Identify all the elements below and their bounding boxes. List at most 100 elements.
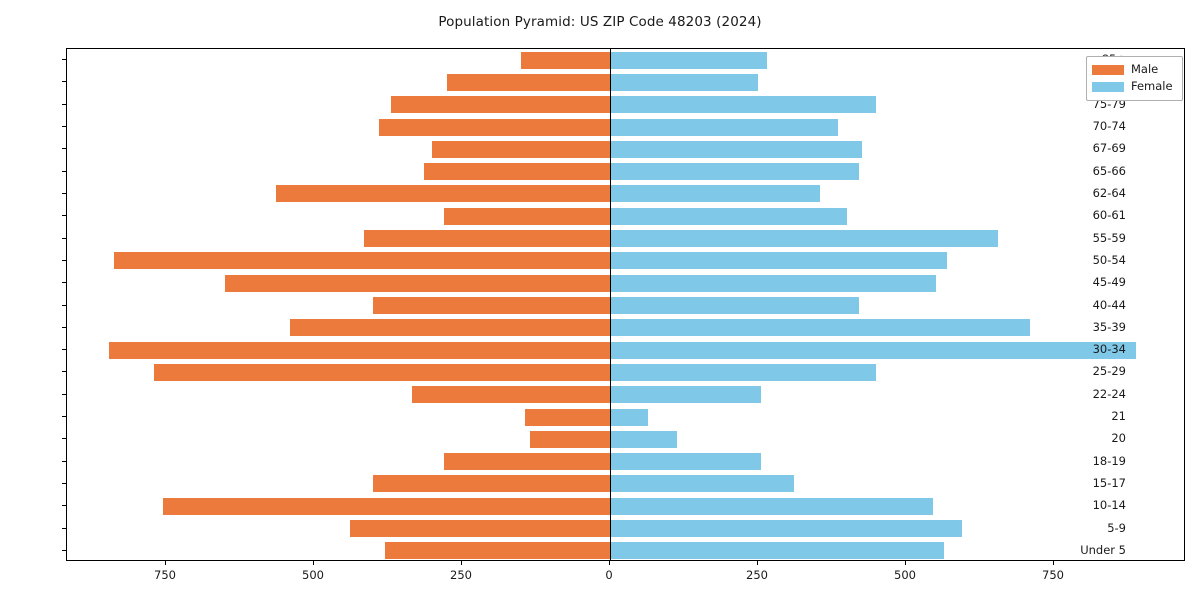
bar-female-5-9: [610, 520, 963, 538]
legend-label-male: Male: [1131, 61, 1159, 76]
bar-male-30-34: [109, 341, 610, 359]
y-axis-tick-label: 40-44: [1092, 297, 1126, 312]
bar-female-55-59: [610, 230, 998, 248]
y-axis-tick-mark: [62, 527, 66, 529]
bar-female-10-14: [610, 497, 933, 515]
y-axis-tick-label: 35-39: [1092, 319, 1126, 334]
y-axis-tick-label: 5-9: [1107, 520, 1126, 535]
bar-female-21: [610, 408, 648, 426]
bar-male-50-54: [113, 252, 610, 270]
x-axis-tick-label: 0: [605, 568, 613, 582]
bar-male-80-84: [447, 73, 610, 91]
y-axis-tick-label: 18-19: [1092, 453, 1126, 468]
y-axis-tick-label: 10-14: [1092, 498, 1126, 513]
zero-axis-line: [610, 49, 611, 560]
bar-male-70-74: [379, 118, 610, 136]
y-axis-tick-mark: [62, 505, 66, 507]
y-axis-tick-mark: [62, 237, 66, 239]
y-axis-tick-mark: [62, 192, 66, 194]
x-axis-tick-mark: [461, 561, 462, 565]
plot-area: [66, 48, 1185, 561]
bar-male-22-24: [411, 386, 610, 404]
bar-female-80-84: [610, 73, 758, 91]
bar-female-22-24: [610, 386, 761, 404]
y-axis-tick-label: 67-69: [1092, 141, 1126, 156]
x-axis-tick-mark: [165, 561, 166, 565]
y-axis-tick-mark: [62, 482, 66, 484]
bar-male-65-66: [423, 163, 610, 181]
bar-female-62-64: [610, 185, 821, 203]
x-axis-tick-label: 500: [302, 568, 324, 582]
bar-male-60-61: [444, 207, 610, 225]
bar-male-5-9: [349, 520, 610, 538]
x-axis-tick-mark: [609, 561, 610, 565]
bar-female-20: [610, 430, 677, 448]
y-axis-tick-mark: [62, 282, 66, 284]
bar-female-75-79: [610, 96, 877, 114]
bar-female-15-17: [610, 475, 794, 493]
bar-female-50-54: [610, 252, 948, 270]
bar-male-85-: [521, 51, 610, 69]
x-axis-tick-mark: [313, 561, 314, 565]
y-axis-tick-label: Under 5: [1080, 542, 1126, 557]
y-axis-tick-mark: [62, 103, 66, 105]
y-axis-tick-label: 50-54: [1092, 252, 1126, 267]
bar-female-under-5: [610, 542, 945, 560]
bar-female-45-49: [610, 274, 936, 292]
y-axis-tick-label: 30-34: [1092, 342, 1126, 357]
y-axis-tick-mark: [62, 371, 66, 373]
bar-female-35-39: [610, 319, 1031, 337]
bar-female-25-29: [610, 363, 877, 381]
bar-male-under-5: [385, 542, 610, 560]
y-axis-tick-label: 65-66: [1092, 163, 1126, 178]
bar-male-45-49: [225, 274, 610, 292]
bar-male-62-64: [275, 185, 610, 203]
bar-female-30-34: [610, 341, 1136, 359]
y-axis-tick-label: 70-74: [1092, 119, 1126, 134]
y-axis-tick-label: 21: [1111, 409, 1126, 424]
y-axis-tick-mark: [62, 549, 66, 551]
y-axis-tick-mark: [62, 438, 66, 440]
y-axis-tick-mark: [62, 416, 66, 418]
y-axis-tick-mark: [62, 126, 66, 128]
y-axis-tick-mark: [62, 304, 66, 306]
y-axis-tick-label: 25-29: [1092, 364, 1126, 379]
legend-item-male[interactable]: Male: [1092, 61, 1177, 78]
y-axis-tick-mark: [62, 148, 66, 150]
x-axis-tick-label: 250: [450, 568, 472, 582]
y-axis-tick-mark: [62, 460, 66, 462]
bar-male-21: [524, 408, 610, 426]
legend-swatch-female: [1092, 81, 1124, 92]
bar-male-35-39: [290, 319, 610, 337]
y-axis-tick-mark: [62, 215, 66, 217]
bar-male-20: [530, 430, 610, 448]
bar-male-55-59: [364, 230, 610, 248]
x-axis-tick-label: 750: [154, 568, 176, 582]
legend-swatch-male: [1092, 64, 1124, 75]
y-axis-tick-mark: [62, 59, 66, 61]
y-axis-tick-label: 55-59: [1092, 230, 1126, 245]
legend-item-female[interactable]: Female: [1092, 78, 1177, 95]
bar-male-75-79: [390, 96, 610, 114]
bar-female-67-69: [610, 140, 862, 158]
chart-title: Population Pyramid: US ZIP Code 48203 (2…: [438, 14, 762, 30]
x-axis-tick-label: 750: [1042, 568, 1064, 582]
x-axis-tick-mark: [757, 561, 758, 565]
y-axis-tick-label: 62-64: [1092, 185, 1126, 200]
y-axis-tick-label: 60-61: [1092, 208, 1126, 223]
bar-male-18-19: [444, 453, 610, 471]
y-axis-tick-mark: [62, 326, 66, 328]
bar-male-40-44: [373, 297, 610, 314]
x-axis-tick-mark: [905, 561, 906, 565]
y-axis-tick-label: 20: [1111, 431, 1126, 446]
bar-female-18-19: [610, 453, 761, 471]
legend-label-female: Female: [1131, 78, 1173, 93]
y-axis-tick-mark: [62, 349, 66, 351]
bar-female-40-44: [610, 297, 859, 314]
bar-female-70-74: [610, 118, 838, 136]
bars-container: [67, 49, 1184, 560]
chart-legend: Male Female: [1086, 56, 1183, 101]
bar-female-65-66: [610, 163, 859, 181]
y-axis-tick-label: 45-49: [1092, 275, 1126, 290]
